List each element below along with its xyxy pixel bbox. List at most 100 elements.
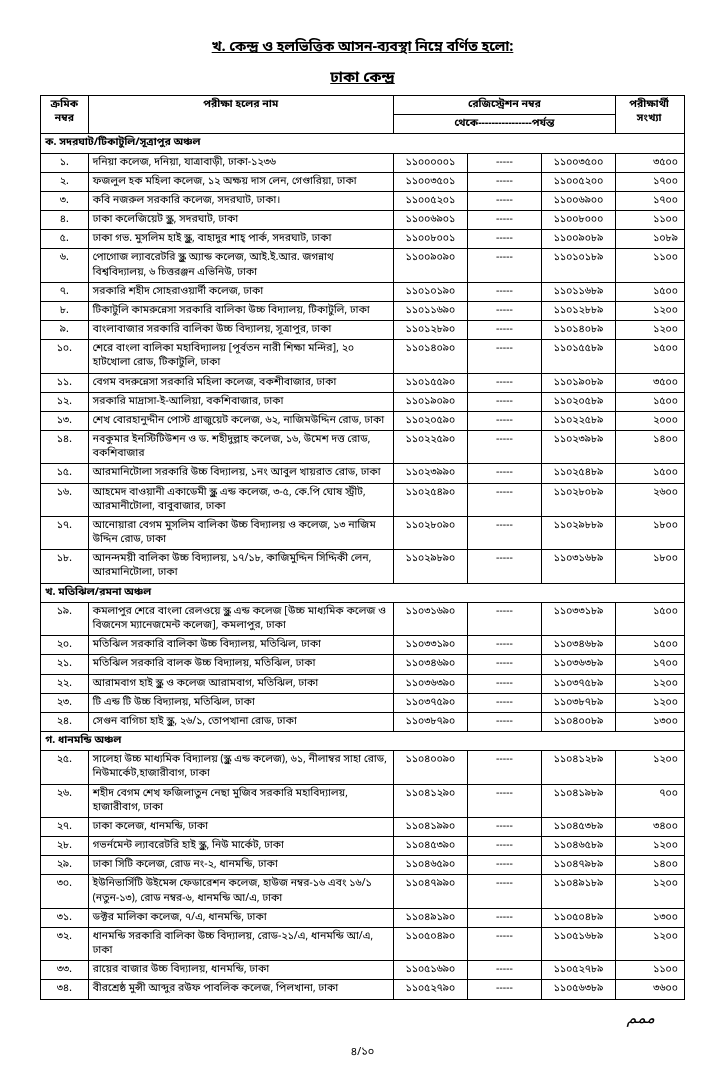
cell-sn: ১৭. (41, 516, 89, 549)
cell-to: ১১০৫২৭৮৯ (541, 961, 615, 980)
cell-to: ১১০৩৬৩৮৯ (541, 655, 615, 674)
cell-dash: ----- (467, 837, 541, 856)
cell-hall: মতিঝিল সরকারি বালিকা উচ্চ বিদ্যালয়, মতি… (88, 636, 393, 655)
cell-to: ১১০৫১৬৮৯ (541, 927, 615, 960)
cell-sn: ১০. (41, 340, 89, 373)
cell-from: ১১০২৩৯৯০ (393, 464, 467, 483)
cell-to: ১১০৪০০৮৯ (541, 712, 615, 731)
cell-to: ১১০০৩৫০০ (541, 153, 615, 172)
cell-dash: ----- (467, 411, 541, 430)
table-row: ১২.সরকারি মাদ্রাসা-ই-আলিয়া, বকশিবাজার, … (41, 392, 685, 411)
cell-from: ১১০১০১৯০ (393, 282, 467, 301)
cell-dash: ----- (467, 674, 541, 693)
cell-dash: ----- (467, 373, 541, 392)
cell-count: ১৮০০ (616, 550, 685, 583)
cell-hall: বাংলাবাজার সরকারি বালিকা উচ্চ বিদ্যালয়,… (88, 321, 393, 340)
cell-dash: ----- (467, 301, 541, 320)
cell-dash: ----- (467, 980, 541, 999)
table-row: ১৫.আরমানিটোলা সরকারি উচ্চ বিদ্যালয়, ১নং… (41, 464, 685, 483)
cell-dash: ----- (467, 230, 541, 249)
cell-from: ১১০৩১৬৯০ (393, 602, 467, 635)
cell-from: ১১০৫০৪৯০ (393, 927, 467, 960)
cell-dash: ----- (467, 172, 541, 191)
table-row: ৩২.ধানমন্ডি সরকারি বালিকা উচ্চ বিদ্যালয়… (41, 927, 685, 960)
table-row: ১৬.আহমেদ বাওয়ানী একাডেমী স্কুল এন্ড কলে… (41, 483, 685, 516)
cell-count: ১২০০ (616, 837, 685, 856)
cell-from: ১১০৪৫৩৯০ (393, 837, 467, 856)
cell-dash: ----- (467, 321, 541, 340)
cell-count: ১২০০ (616, 301, 685, 320)
cell-to: ১১০৪৭৯৮৯ (541, 856, 615, 875)
cell-count: ১৩০০ (616, 908, 685, 927)
table-row: ২.ফজলুল হক মহিলা কলেজ, ১২ অক্ষয় দাস লেন… (41, 172, 685, 191)
cell-hall: ঢাকা কলেজ, ধানমন্ডি, ঢাকা (88, 817, 393, 836)
table-row: ২৬.শহীদ বেগম শেখ ফজিলাতুন নেছা মুজিব সরক… (41, 784, 685, 817)
cell-from: ১১০২৫৪৯০ (393, 483, 467, 516)
cell-dash: ----- (467, 961, 541, 980)
cell-sn: ২৩. (41, 693, 89, 712)
cell-hall: পোগোজ ল্যাবরেটরি স্কুল অ্যান্ড কলেজ, আই.… (88, 249, 393, 282)
cell-from: ১১০৫১৬৯০ (393, 961, 467, 980)
cell-from: ১১০০৩৫০১ (393, 172, 467, 191)
cell-dash: ----- (467, 516, 541, 549)
cell-count: ১৫০০ (616, 282, 685, 301)
section-header: গ. ধানমন্ডি অঞ্চল (41, 732, 685, 751)
cell-count: ১৫০০ (616, 464, 685, 483)
cell-count: ৭০০ (616, 784, 685, 817)
cell-to: ১১০০৮০০০ (541, 211, 615, 230)
cell-sn: ৩২. (41, 927, 89, 960)
table-row: ৩০.ইউনিভার্সিটি উইমেন্স ফেডারেশন কলেজ, হ… (41, 875, 685, 908)
cell-from: ১১০৪৯১৯০ (393, 908, 467, 927)
th-sn1: ক্রমিক (50, 98, 78, 112)
main-title: খ. কেন্দ্র ও হলভিত্তিক আসন-ব্যবস্থা নিম্… (40, 38, 685, 57)
cell-count: ১১০০ (616, 249, 685, 282)
cell-from: ১১০২৯৮৯০ (393, 550, 467, 583)
table-row: ১৪.নবকুমার ইনস্টিটিউশন ও ড. শহীদুল্লাহ ক… (41, 431, 685, 464)
cell-count: ১২০০ (616, 875, 685, 908)
cell-from: ১১০২০৫৯০ (393, 411, 467, 430)
cell-from: ১১০১১৬৯০ (393, 301, 467, 320)
th-count1: পরীক্ষার্থী (629, 98, 669, 112)
cell-dash: ----- (467, 751, 541, 784)
th-reg: রেজিস্ট্রেশন নম্বর (393, 96, 615, 115)
cell-dash: ----- (467, 550, 541, 583)
hall-table: ক্রমিকনম্বর পরীক্ষা হলের নাম রেজিস্ট্রেশ… (40, 95, 685, 1000)
th-hall: পরীক্ষা হলের নাম (88, 96, 393, 134)
cell-from: ১১০৪১২৯০ (393, 784, 467, 817)
cell-hall: মতিঝিল সরকারি বালক উচ্চ বিদ্যালয়, মতিঝি… (88, 655, 393, 674)
cell-count: ১১০০ (616, 211, 685, 230)
cell-sn: ৬. (41, 249, 89, 282)
table-row: ২৯.ঢাকা সিটি কলেজ, রোড নং-২, ধানমন্ডি, ঢ… (41, 856, 685, 875)
cell-to: ১১০১০১৮৯ (541, 249, 615, 282)
cell-hall: শেরে বাংলা বালিকা মহাবিদ্যালয় [পূর্বতন … (88, 340, 393, 373)
cell-to: ১১০৪৫৩৮৯ (541, 817, 615, 836)
table-row: ১১.বেগম বদরুন্নেসা সরকারি মহিলা কলেজ, বক… (41, 373, 685, 392)
cell-hall: ঢাকা সিটি কলেজ, রোড নং-২, ধানমন্ডি, ঢাকা (88, 856, 393, 875)
table-row: ৬.পোগোজ ল্যাবরেটরি স্কুল অ্যান্ড কলেজ, আ… (41, 249, 685, 282)
cell-hall: শহীদ বেগম শেখ ফজিলাতুন নেছা মুজিব সরকারি… (88, 784, 393, 817)
cell-from: ১১০৪৭৯৯০ (393, 875, 467, 908)
cell-dash: ----- (467, 817, 541, 836)
cell-count: ১২০০ (616, 321, 685, 340)
table-row: ৩৪.বীরশ্রেষ্ঠ মুন্সী আব্দুর রউফ পাবলিক ক… (41, 980, 685, 999)
table-row: ১৮.আনন্দময়ী বালিকা উচ্চ বিদ্যালয়, ১৭/১… (41, 550, 685, 583)
cell-hall: দনিয়া কলেজ, দনিয়া, যাত্রাবাড়ী, ঢাকা-১… (88, 153, 393, 172)
cell-sn: ২৬. (41, 784, 89, 817)
cell-hall: বেগম বদরুন্নেসা সরকারি মহিলা কলেজ, বকশীব… (88, 373, 393, 392)
cell-count: ১১০০ (616, 961, 685, 980)
cell-dash: ----- (467, 464, 541, 483)
cell-hall: সেগুন বাগিচা হাই স্কুল, ২৬/১, তোপখানা রো… (88, 712, 393, 731)
cell-hall: আনোয়ারা বেগম মুসলিম বালিকা উচ্চ বিদ্যাল… (88, 516, 393, 549)
cell-dash: ----- (467, 392, 541, 411)
cell-sn: ১. (41, 153, 89, 172)
cell-count: ১৫০০ (616, 602, 685, 635)
cell-count: ১৭০০ (616, 172, 685, 191)
cell-from: ১১০০৮০০১ (393, 230, 467, 249)
cell-to: ১১০০৯০৮৯ (541, 230, 615, 249)
cell-dash: ----- (467, 908, 541, 927)
cell-from: ১১০০৯০৯০ (393, 249, 467, 282)
table-row: ৩৩.রায়ের বাজার উচ্চ বিদ্যালয়, ধানমন্ডি… (41, 961, 685, 980)
cell-sn: ১৮. (41, 550, 89, 583)
cell-hall: ঢাকা কলেজিয়েট স্কুল, সদরঘাট, ঢাকা (88, 211, 393, 230)
cell-sn: ২০. (41, 636, 89, 655)
